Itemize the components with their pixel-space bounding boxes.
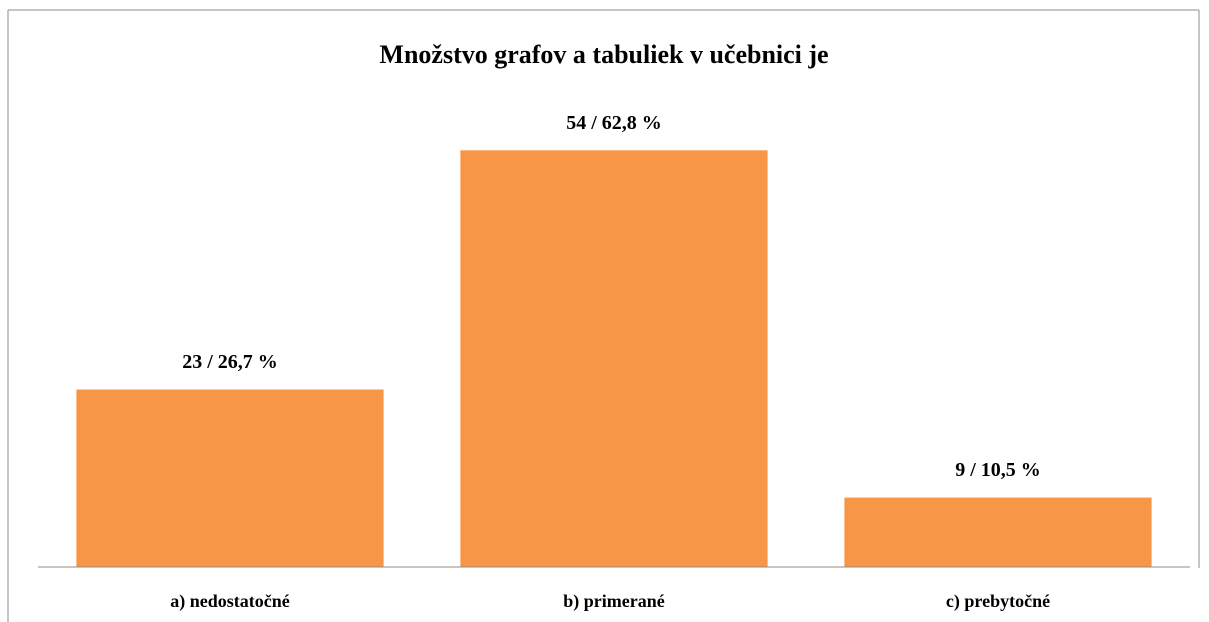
- x-tick-label: a) nedostatočné: [170, 591, 290, 612]
- chart-title: Množstvo grafov a tabuliek v učebnici je: [379, 40, 828, 69]
- x-tick-label: c) prebytočné: [946, 591, 1050, 612]
- data-label: 54 / 62,8 %: [566, 112, 662, 134]
- bar: [76, 389, 384, 567]
- bar: [844, 497, 1152, 567]
- bar: [460, 150, 768, 568]
- x-tick-label: b) primerané: [563, 591, 664, 612]
- data-label: 9 / 10,5 %: [955, 459, 1041, 481]
- data-label: 23 / 26,7 %: [182, 351, 278, 373]
